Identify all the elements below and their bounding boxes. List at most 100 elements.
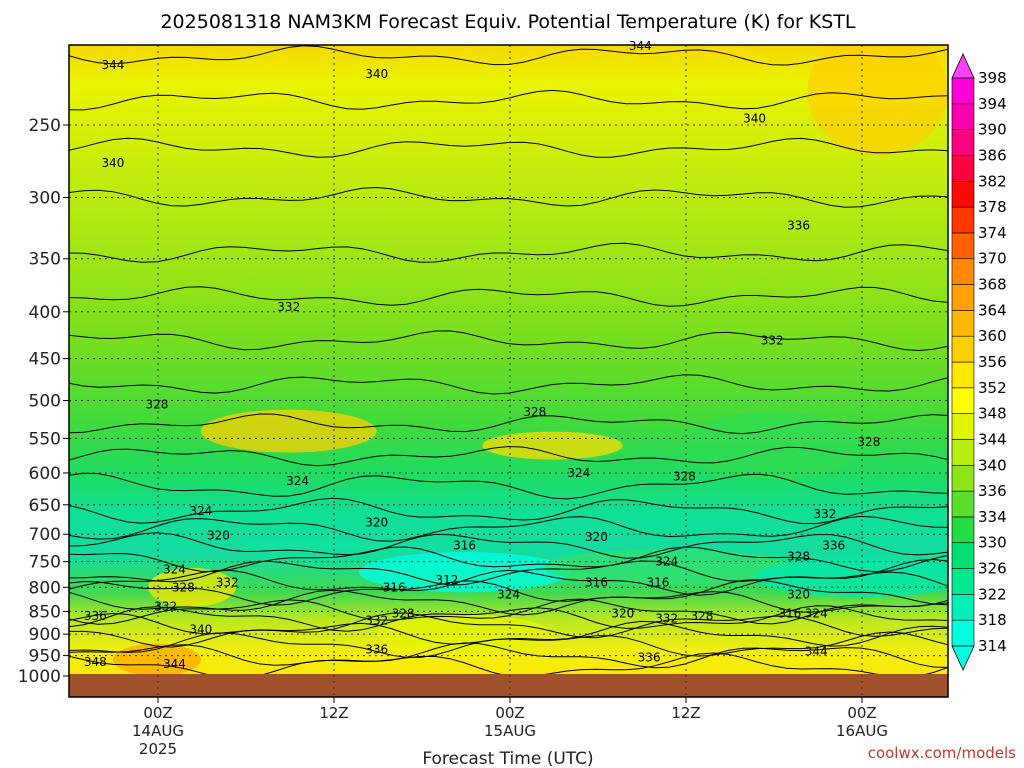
colorbar-segment-4 (951, 516, 975, 544)
contour-label-21: 328 (787, 549, 810, 563)
y-tick-label-5: 500 (29, 392, 61, 412)
colorbar-label-21: 394 (978, 95, 1007, 113)
y-tick-label-0: 250 (29, 116, 61, 136)
contour-label-14: 324 (189, 504, 212, 518)
x-tick-date-0: 14AUG (132, 722, 184, 740)
contour-label-5: 336 (787, 219, 810, 233)
colorbar-segment-17 (951, 180, 975, 208)
ground-layer (69, 674, 948, 697)
contour-label-3: 344 (629, 39, 652, 53)
colorbar-label-13: 364 (978, 301, 1007, 319)
field-patch-0 (200, 409, 377, 453)
contour-line-4 (69, 242, 948, 263)
contour-label-17: 320 (207, 528, 230, 542)
colorbar-label-5: 334 (978, 508, 1007, 526)
y-tick-label-15: 1000 (18, 667, 61, 687)
field-patch-2 (807, 45, 948, 156)
field-patch-9 (684, 411, 861, 480)
contour-label-20: 336 (822, 538, 845, 552)
colorbar-segment-9 (951, 387, 975, 414)
contour-line-5 (69, 286, 948, 307)
contour-labels: 344 340 340 344 340 336 332 332 328 328 328 328 324 3… (84, 39, 880, 671)
y-tick-label-9: 700 (29, 525, 61, 545)
y-tick-label-1: 300 (29, 188, 61, 208)
contour-line-13 (69, 532, 948, 559)
contour-label-37: 332 (655, 611, 678, 625)
colorbar-label-2: 322 (978, 585, 1007, 603)
colorbar-label-19: 386 (978, 146, 1007, 164)
y-tick-label-3: 400 (29, 303, 61, 323)
contour-line-8 (69, 413, 948, 435)
colorbar-label-11: 356 (978, 353, 1007, 371)
colorbar-segment-11 (951, 335, 975, 363)
contour-label-34: 328 (392, 607, 415, 621)
y-tick-label-13: 900 (29, 625, 61, 645)
contour-line-21 (69, 612, 948, 639)
contour-label-36: 320 (611, 607, 634, 621)
colorbar-label-9: 348 (978, 405, 1007, 423)
y-tick-label-14: 950 (29, 647, 61, 667)
colorbar-segment-20 (951, 103, 975, 130)
colorbar-segment-14 (951, 258, 975, 285)
contour-label-4: 340 (743, 112, 766, 126)
colorbar-top-arrow (951, 53, 975, 79)
contour-label-38: 328 (690, 609, 713, 623)
colorbar-label-16: 374 (978, 224, 1007, 242)
contour-label-9: 328 (523, 405, 546, 419)
colorbar-label-4: 330 (978, 534, 1007, 552)
contour-label-32: 332 (154, 600, 177, 614)
field-patch-7 (543, 549, 790, 585)
colorbar-segment-16 (951, 206, 975, 234)
contour-line-7 (69, 374, 948, 395)
contour-line-12 (69, 515, 948, 542)
colorbar-segment-1 (951, 594, 975, 621)
colorbar: 314 318 322 326 330 334 336 340 344 348 352 356 360 3… (951, 53, 1007, 671)
contour-label-10: 328 (857, 435, 880, 449)
contour-label-27: 316 (646, 575, 669, 589)
chart-title: 2025081318 NAM3KM Forecast Equiv. Potent… (160, 11, 855, 33)
contour-line-24 (69, 642, 948, 669)
x-tick-year-0: 2025 (139, 740, 177, 758)
field-patch-4 (148, 567, 237, 607)
contour-label-45: 348 (84, 655, 107, 669)
contour-label-42: 336 (365, 642, 388, 656)
colorbar-label-12: 360 (978, 327, 1007, 345)
y-tick-label-2: 350 (29, 250, 61, 270)
contour-line-1 (69, 89, 948, 111)
contour-label-44: 344 (805, 644, 828, 658)
contour-line-0 (69, 45, 948, 66)
colorbar-segment-18 (951, 155, 975, 182)
y-axis: 250 300 350 400 450 500 550 600 650 700 750 800 850 9… (18, 116, 69, 687)
colorbar-label-22: 398 (978, 69, 1007, 87)
x-tick-label-0: 00Z (143, 704, 172, 722)
y-tick-label-8: 650 (29, 496, 61, 516)
colorbar-segment-3 (951, 542, 975, 569)
contour-label-25: 316 (383, 580, 406, 594)
contour-label-41: 340 (189, 623, 212, 637)
contour-line-16 (69, 569, 948, 596)
contour-label-28: 328 (172, 580, 195, 594)
contour-line-20 (69, 605, 948, 632)
contour-line-9 (69, 445, 948, 467)
colorbar-label-1: 318 (978, 611, 1007, 629)
contour-label-43: 336 (638, 651, 661, 665)
colorbar-label-17: 378 (978, 198, 1007, 216)
colorbar-label-6: 336 (978, 482, 1007, 500)
colorbar-segment-19 (951, 129, 975, 156)
contour-label-46: 344 (163, 657, 186, 671)
contour-label-31: 320 (787, 588, 810, 602)
colorbar-segment-2 (951, 568, 975, 595)
y-tick-label-6: 550 (29, 429, 61, 449)
x-tick-label-3: 12Z (671, 704, 700, 722)
y-tick-label-4: 450 (29, 350, 61, 370)
grid-lines (69, 45, 948, 697)
contour-label-30: 324 (497, 588, 520, 602)
contour-label-26: 316 (585, 575, 608, 589)
field-patch-6 (244, 529, 421, 562)
contour-line-10 (69, 472, 948, 500)
colorbar-segment-21 (951, 77, 975, 105)
colorbar-label-10: 352 (978, 379, 1007, 397)
contour-line-2 (69, 137, 948, 158)
colorbar-label-20: 390 (978, 121, 1007, 139)
